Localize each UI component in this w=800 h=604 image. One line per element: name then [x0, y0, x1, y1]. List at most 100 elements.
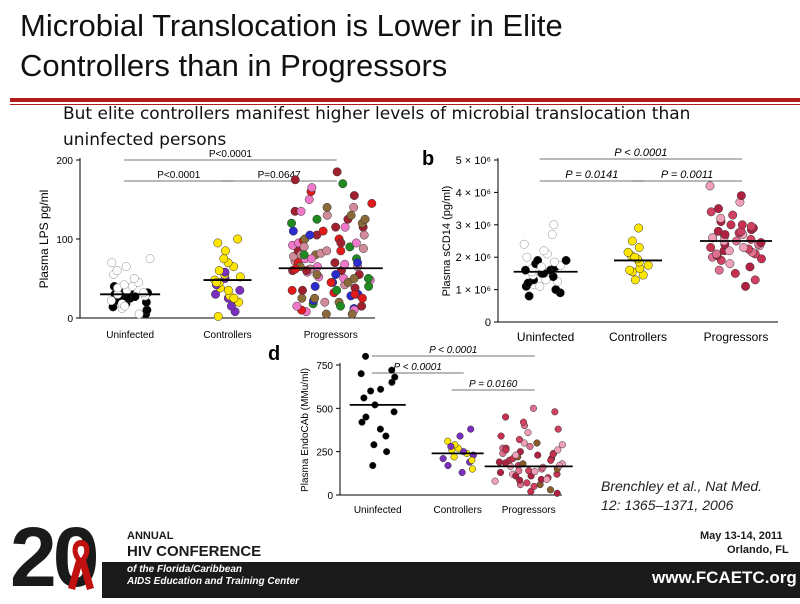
y-tick-label: 0	[327, 491, 333, 502]
data-point	[219, 254, 229, 264]
data-point	[235, 285, 245, 295]
data-point	[211, 289, 220, 299]
y-axis-label: Plasma LPS pg/ml	[37, 190, 51, 289]
data-point	[107, 258, 117, 268]
data-point	[705, 181, 715, 191]
slide-title: Microbial Translocation is Lower in Elit…	[20, 6, 720, 86]
citation-line1: Brenchley et al., Nat Med.	[601, 478, 763, 494]
data-point	[468, 465, 477, 473]
data-point	[497, 432, 505, 440]
data-point	[121, 262, 131, 272]
data-point	[364, 281, 374, 291]
data-point	[213, 311, 223, 321]
data-point	[288, 226, 298, 236]
conference-date: May 13-14, 2011	[700, 530, 783, 542]
data-point	[468, 456, 476, 464]
data-point	[304, 195, 314, 204]
data-point	[376, 425, 384, 433]
data-point	[728, 210, 738, 220]
y-tick-label: 200	[56, 156, 73, 167]
data-point	[351, 238, 361, 248]
data-point	[359, 230, 369, 240]
data-point	[357, 370, 365, 378]
conference-website[interactable]: www.FCAETC.org	[652, 568, 797, 587]
data-point	[539, 246, 549, 256]
y-tick-label: 750	[316, 361, 333, 372]
data-point	[363, 274, 373, 283]
data-point	[521, 265, 530, 275]
data-point	[367, 199, 377, 208]
title-divider	[10, 98, 800, 102]
data-point	[714, 204, 723, 214]
title-divider-thin	[10, 104, 800, 105]
data-point	[439, 455, 447, 463]
data-point	[320, 297, 330, 307]
data-point	[221, 246, 230, 256]
data-point	[496, 468, 505, 477]
data-point	[307, 254, 316, 264]
data-point	[551, 285, 561, 295]
comparison-p-value: P < 0.0001	[394, 362, 442, 373]
data-point	[318, 226, 328, 236]
data-point	[350, 289, 360, 299]
x-category-label: Progressors	[704, 330, 769, 344]
comparison-p-value: P<0.0001	[157, 170, 201, 181]
data-point	[353, 258, 362, 268]
data-point	[625, 265, 635, 275]
data-point	[716, 213, 726, 223]
data-point	[299, 250, 309, 260]
data-point	[450, 453, 458, 461]
data-point	[226, 301, 236, 311]
data-point	[547, 230, 557, 239]
data-point	[346, 210, 356, 220]
data-point	[553, 489, 561, 497]
data-point	[358, 244, 368, 253]
data-point	[310, 293, 320, 303]
data-point	[531, 468, 539, 476]
data-point	[106, 296, 116, 306]
conference-of-line1: of the Florida/Caribbean	[127, 564, 243, 575]
data-point	[322, 246, 332, 256]
data-point	[534, 451, 542, 459]
data-point	[725, 259, 735, 269]
data-point	[750, 275, 760, 285]
data-point	[297, 293, 307, 303]
data-point	[336, 301, 345, 311]
data-point	[706, 243, 716, 252]
citation-line2: 12: 1365–1371, 2006	[601, 497, 734, 513]
data-point	[360, 214, 370, 224]
data-point	[347, 309, 357, 319]
conference-name: HIV CONFERENCE	[127, 543, 262, 560]
data-point	[543, 475, 551, 483]
comparison-p-value: P = 0.0011	[661, 169, 713, 181]
data-point	[305, 230, 315, 240]
data-point	[340, 259, 350, 269]
data-point	[360, 394, 368, 402]
comparison-p-value: P = 0.0141	[565, 169, 618, 181]
data-point	[367, 387, 375, 395]
data-point	[525, 467, 533, 475]
data-point	[362, 413, 370, 421]
y-tick-label: 4 × 10⁶	[456, 187, 491, 199]
y-tick-label: 500	[316, 404, 333, 415]
data-point	[142, 305, 152, 315]
data-point	[296, 206, 306, 216]
data-point	[711, 249, 721, 259]
panel-label: b	[422, 148, 434, 170]
data-point	[756, 238, 766, 248]
y-tick-label: 0	[67, 314, 73, 325]
data-point	[708, 233, 718, 243]
data-point	[307, 183, 317, 193]
x-category-label: Uninfected	[354, 505, 402, 516]
data-point	[456, 432, 464, 440]
data-point	[736, 191, 746, 201]
comparison-p-value: P < 0.0001	[429, 345, 477, 356]
data-point	[467, 425, 475, 433]
x-category-label: Uninfected	[106, 330, 154, 341]
data-point	[336, 246, 346, 256]
y-axis-label: Plasma EndoCAb (MMu/ml)	[300, 368, 311, 492]
data-point	[515, 467, 523, 475]
data-point	[737, 220, 747, 230]
data-point	[741, 281, 750, 291]
data-point	[129, 274, 139, 283]
